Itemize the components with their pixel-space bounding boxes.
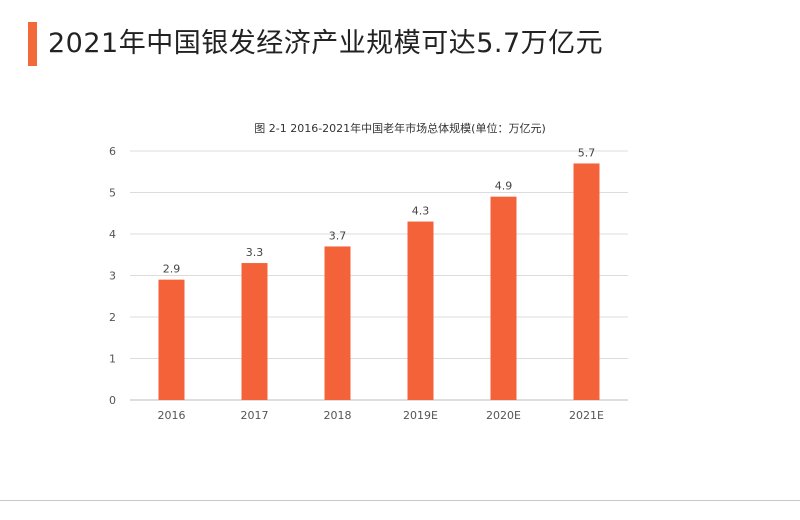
chart-title: 图 2-1 2016-2021年中国老年市场总体规模(单位：万亿元) (254, 122, 546, 135)
bar (324, 246, 351, 400)
bar (241, 263, 268, 400)
x-tick-label: 2020E (486, 409, 521, 422)
x-tick-label: 2018 (324, 409, 352, 422)
bottom-divider (0, 500, 800, 501)
data-label: 4.3 (412, 205, 430, 218)
y-tick-label: 3 (109, 270, 116, 283)
bar (407, 221, 434, 400)
bar (490, 196, 517, 400)
bar (573, 163, 600, 400)
bar (158, 279, 185, 400)
y-tick-label: 1 (109, 353, 116, 366)
y-tick-label: 4 (109, 228, 116, 241)
y-tick-label: 2 (109, 311, 116, 324)
y-tick-label: 6 (109, 145, 116, 158)
data-label: 5.7 (578, 146, 596, 159)
x-tick-label: 2017 (241, 409, 269, 422)
x-tick-label: 2021E (569, 409, 604, 422)
y-tick-label: 0 (109, 394, 116, 407)
data-label: 3.7 (329, 229, 347, 242)
data-label: 2.9 (163, 263, 181, 276)
data-label: 4.9 (495, 180, 513, 193)
x-tick-label: 2019E (403, 409, 438, 422)
page-title: 2021年中国银发经济产业规模可达5.7万亿元 (48, 28, 604, 59)
x-tick-label: 2016 (158, 409, 186, 422)
data-label: 3.3 (246, 246, 264, 259)
title-accent-bar (28, 22, 37, 66)
y-tick-label: 5 (109, 187, 116, 200)
